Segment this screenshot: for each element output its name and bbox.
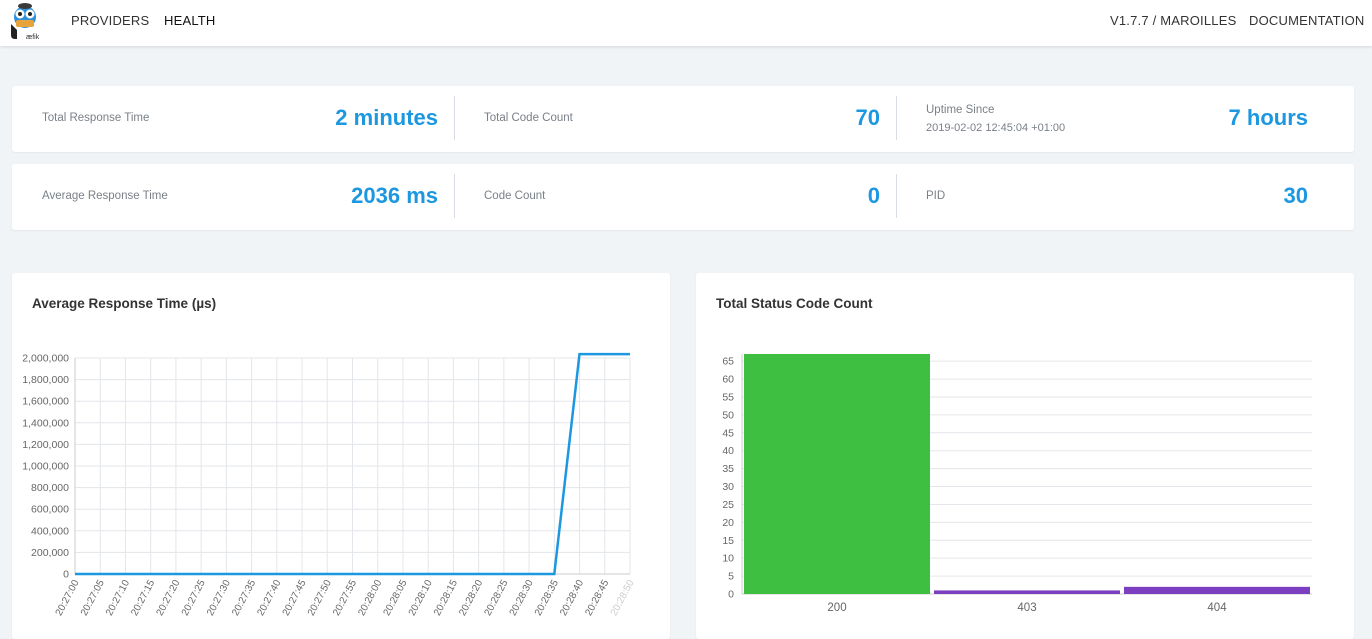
stats-card-totals: Total Response Time 2 minutes Total Code… xyxy=(12,86,1354,152)
stat-divider xyxy=(454,96,455,140)
stat-label: Code Count xyxy=(484,190,546,202)
y-tick-label: 20 xyxy=(722,517,734,529)
stat-value: 30 xyxy=(1283,183,1308,208)
y-tick-label: 1,800,000 xyxy=(22,374,69,386)
x-tick-label: 20:27:55 xyxy=(331,578,359,618)
stat-label: PID xyxy=(926,190,946,202)
x-tick-label: 200 xyxy=(827,602,846,614)
y-tick-label: 65 xyxy=(722,356,734,368)
y-tick-label: 25 xyxy=(722,499,734,511)
x-tick-label: 20:28:15 xyxy=(432,578,460,618)
stat-value: 70 xyxy=(855,105,880,130)
y-tick-label: 60 xyxy=(722,374,734,386)
stats-card-current: Average Response Time 2036 ms Code Count… xyxy=(12,164,1354,230)
nav-version-link[interactable]: V1.7.7 / MAROILLES xyxy=(1110,13,1237,28)
stat-label: Average Response Time xyxy=(42,190,168,202)
uptime-since-date: 2019-02-02 12:45:04 +01:00 xyxy=(926,122,1066,134)
stat-divider xyxy=(454,174,455,218)
x-tick-label: 20:28:30 xyxy=(508,578,536,618)
x-tick-label: 20:28:25 xyxy=(483,578,511,618)
bar-200 xyxy=(744,354,930,594)
x-tick-label: 20:27:35 xyxy=(230,578,258,618)
y-tick-label: 2,000,000 xyxy=(22,353,69,365)
x-tick-label: 20:28:05 xyxy=(382,578,410,618)
traefik-logo[interactable]: æfik xyxy=(8,2,42,42)
bar-404 xyxy=(1124,586,1310,594)
stat-value: 7 hours xyxy=(1228,105,1308,130)
x-tick-label: 20:27:15 xyxy=(129,578,157,618)
y-tick-label: 200,000 xyxy=(31,547,69,559)
x-tick-label: 20:28:00 xyxy=(356,578,384,618)
x-tick-label: 20:27:50 xyxy=(306,578,334,618)
y-tick-label: 1,400,000 xyxy=(22,417,69,429)
stat-label: Uptime Since xyxy=(926,104,995,116)
top-navbar: æfik PROVIDERS HEALTH V1.7.7 / MAROILLES… xyxy=(0,0,1372,46)
x-tick-label: 20:27:45 xyxy=(281,578,309,618)
x-tick-label: 20:27:05 xyxy=(79,578,107,618)
nav-documentation-link[interactable]: DOCUMENTATION xyxy=(1249,13,1365,28)
y-tick-label: 800,000 xyxy=(31,482,69,494)
x-tick-label: 20:28:40 xyxy=(558,578,586,618)
x-tick-label: 20:27:25 xyxy=(180,578,208,618)
stat-code-count: Code Count 0 xyxy=(454,164,896,230)
status-code-bar-chart: 0 5 10 15 20 25 30 35 40 45 50 55 60 65 200 403 404 xyxy=(722,354,1312,614)
x-tick-label: 20:28:50 xyxy=(609,578,637,618)
x-tick-label: 20:27:00 xyxy=(54,578,82,618)
y-tick-label: 1,600,000 xyxy=(22,396,69,408)
x-tick-label: 20:28:20 xyxy=(457,578,485,618)
stat-average-response-time: Average Response Time 2036 ms xyxy=(12,164,454,230)
status-code-chart-panel: Total Status Code Count 0 5 10 15 20 25 30 35 40… xyxy=(696,273,1354,639)
stat-total-code-count: Total Code Count 70 xyxy=(454,86,896,152)
stat-value: 2 minutes xyxy=(335,105,438,130)
y-tick-label: 50 xyxy=(722,409,734,421)
response-time-series-line xyxy=(75,352,630,576)
stat-value: 2036 ms xyxy=(351,183,438,208)
stat-pid: PID 30 xyxy=(896,164,1338,230)
svg-text:æfik: æfik xyxy=(26,34,40,41)
nav-health-link[interactable]: HEALTH xyxy=(164,13,216,28)
x-tick-label: 20:28:35 xyxy=(533,578,561,618)
stat-divider xyxy=(896,174,897,218)
x-tick-label: 20:27:30 xyxy=(205,578,233,618)
x-tick-label: 20:27:20 xyxy=(155,578,183,618)
stat-divider xyxy=(896,96,897,140)
y-tick-label: 40 xyxy=(722,445,734,457)
gopher-logo-icon: æfik xyxy=(11,3,40,41)
y-tick-label: 0 xyxy=(728,589,734,601)
stat-total-response-time: Total Response Time 2 minutes xyxy=(12,86,454,152)
stat-value: 0 xyxy=(867,183,880,208)
status-code-chart-title: Total Status Code Count xyxy=(716,296,873,311)
y-tick-label: 55 xyxy=(722,391,734,403)
x-tick-label: 20:27:10 xyxy=(104,578,132,618)
y-tick-label: 400,000 xyxy=(31,525,69,537)
y-tick-label: 45 xyxy=(722,427,734,439)
response-time-line-chart: 0 200,000 400,000 600,000 800,000 1,000,000 1,… xyxy=(22,352,637,618)
y-tick-label: 1,000,000 xyxy=(22,461,69,473)
y-tick-label: 600,000 xyxy=(31,504,69,516)
stat-uptime: Uptime Since 2019-02-02 12:45:04 +01:00 … xyxy=(896,86,1338,152)
response-time-chart-panel: Average Response Time (µs) 0 200,000 400,0… xyxy=(12,273,670,639)
x-tick-label: 20:27:40 xyxy=(255,578,283,618)
response-time-chart-title: Average Response Time (µs) xyxy=(32,296,217,311)
y-tick-label: 0 xyxy=(63,569,69,581)
x-tick-label: 20:28:45 xyxy=(583,578,611,618)
y-tick-label: 5 xyxy=(728,571,734,583)
x-tick-label: 404 xyxy=(1207,602,1227,614)
bar-403 xyxy=(934,590,1120,594)
nav-providers-link[interactable]: PROVIDERS xyxy=(71,13,150,28)
y-tick-label: 35 xyxy=(722,463,734,475)
x-tick-label: 20:28:10 xyxy=(407,578,435,618)
y-tick-label: 1,200,000 xyxy=(22,439,69,451)
y-tick-label: 15 xyxy=(722,535,734,547)
x-tick-label: 403 xyxy=(1017,602,1036,614)
stat-label: Total Code Count xyxy=(484,112,573,124)
y-tick-label: 30 xyxy=(722,481,734,493)
stat-label: Total Response Time xyxy=(42,112,150,124)
y-tick-label: 10 xyxy=(722,553,734,565)
